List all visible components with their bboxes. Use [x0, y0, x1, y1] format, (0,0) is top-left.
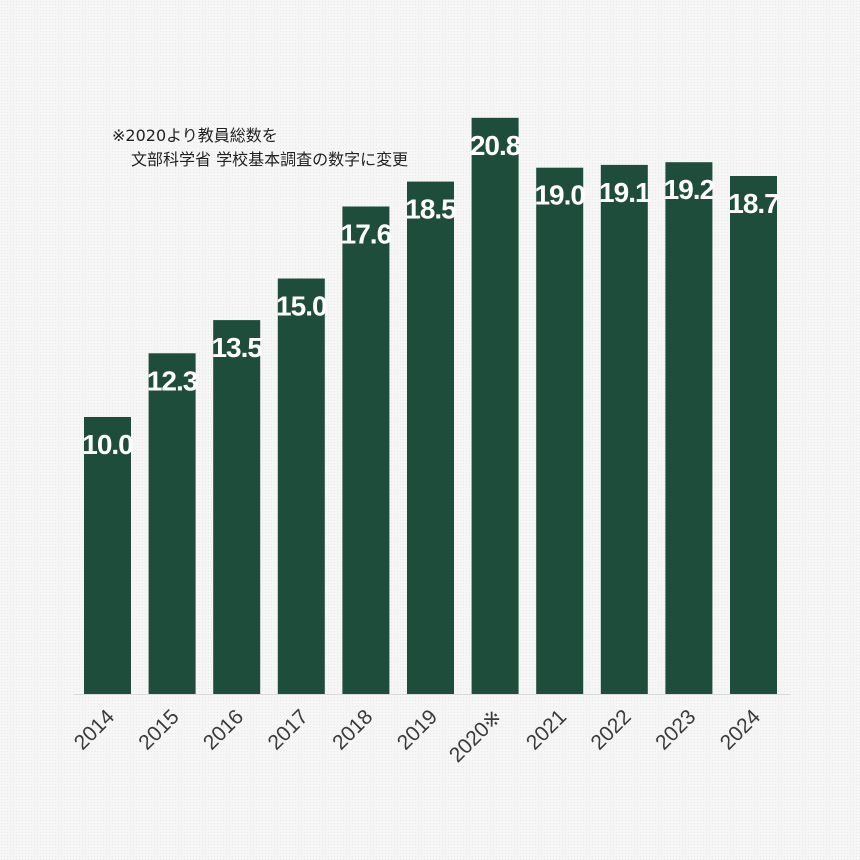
annotation-line-2: 文部科学省 学校基本調査の数字に変更 [131, 150, 409, 169]
x-tick-label: 2022 [587, 705, 636, 754]
bar-2024 [730, 176, 777, 694]
x-tick-label: 2017 [264, 705, 313, 754]
bar-value-label: 13.5 [211, 332, 262, 363]
x-tick-label: 2014 [70, 705, 120, 755]
x-tick-label: 2018 [328, 705, 377, 754]
bar-value-label: 18.5 [405, 194, 456, 225]
bar-value-label: 18.7 [728, 188, 779, 219]
bar-2018 [342, 206, 390, 694]
bar-value-label: 17.6 [341, 219, 392, 250]
x-tick-label: 2019 [393, 705, 442, 754]
bar-value-label: 19.0 [534, 180, 585, 211]
bar-2021 [536, 167, 584, 694]
bar-value-label: 10.0 [82, 429, 133, 460]
x-tick-label: 2023 [651, 705, 700, 754]
bar-2014 [84, 417, 131, 694]
x-tick-label: 2024 [716, 705, 766, 755]
chart-annotation: ※2020より教員総数を 文部科学省 学校基本調査の数字に変更 [112, 124, 408, 172]
x-tick-label: 2021 [522, 705, 571, 754]
x-tick-label: 2016 [199, 705, 248, 754]
bar-2019 [407, 181, 454, 695]
bar-2015 [148, 353, 196, 694]
bar-value-label: 20.8 [470, 130, 521, 161]
x-tick-label: 2015 [134, 705, 183, 754]
annotation-line-1: ※2020より教員総数を [112, 126, 278, 145]
bar-value-label: 19.2 [664, 174, 715, 205]
x-tick-label: 2020※ [445, 705, 507, 767]
bar-2022 [600, 164, 648, 694]
bar-value-label: 12.3 [147, 365, 198, 396]
bar-2020※ [471, 117, 519, 695]
bar-2017 [277, 278, 325, 694]
bar-value-label: 19.1 [599, 177, 650, 208]
bar-2016 [213, 320, 261, 694]
bar-value-label: 15.0 [276, 291, 327, 322]
bar-2023 [665, 162, 713, 694]
